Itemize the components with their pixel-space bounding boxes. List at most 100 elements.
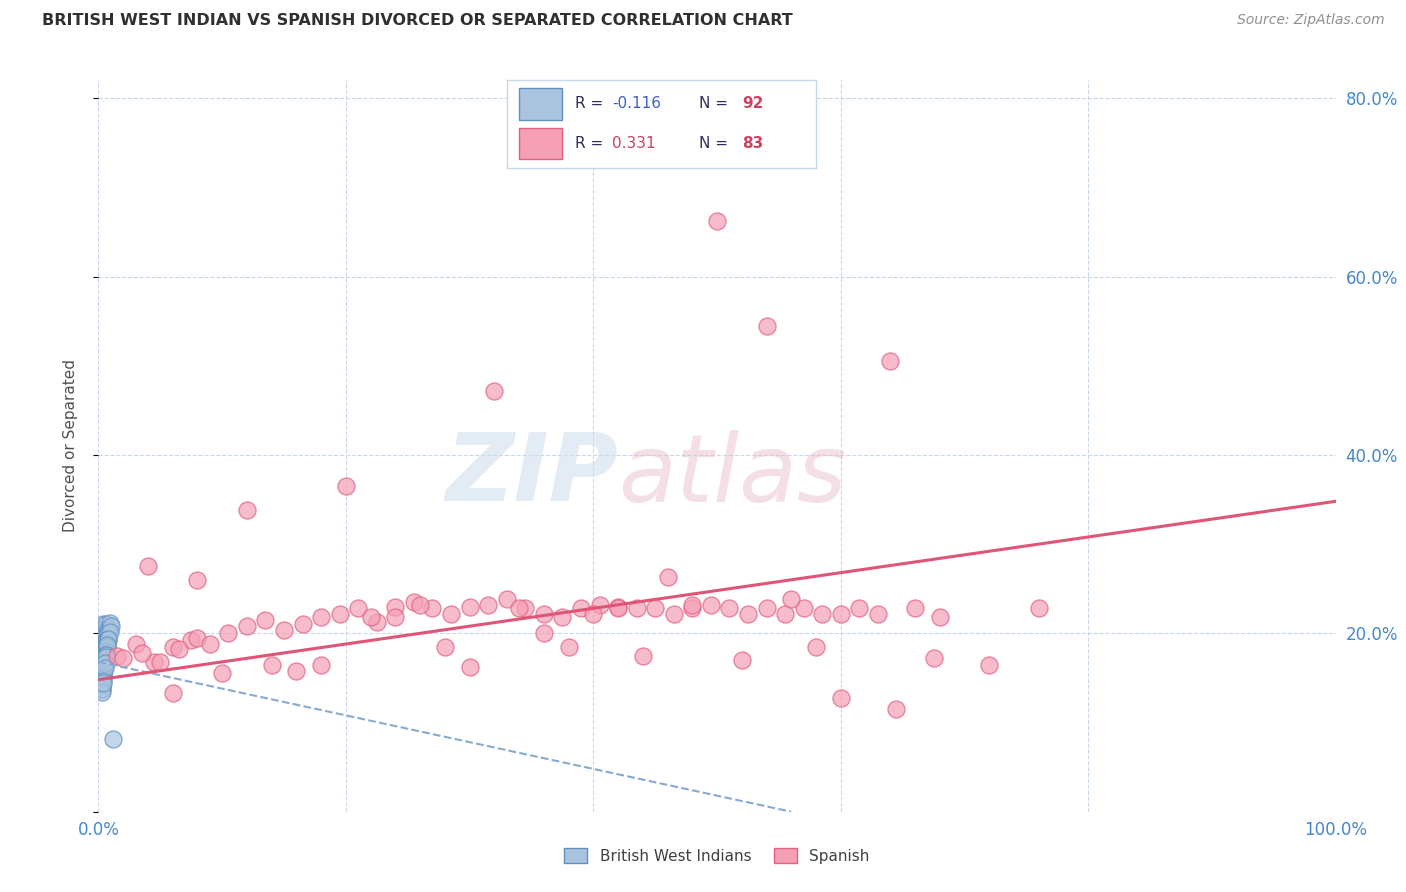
Point (440, 607, 463, 621)
Point (93, 637, 115, 651)
Point (91, 671, 114, 685)
Point (167, 642, 190, 657)
Point (93, 657, 115, 672)
Point (98, 624, 121, 639)
Point (93, 656, 115, 670)
Point (657, 570, 679, 584)
Point (93, 676, 115, 690)
Point (928, 610, 950, 624)
Point (105, 648, 128, 663)
Point (644, 601, 666, 615)
Point (731, 653, 754, 667)
Point (93, 642, 115, 657)
Point (91, 644, 114, 658)
Point (211, 666, 233, 681)
Point (93, 658, 115, 673)
Point (309, 610, 332, 624)
Point (93, 628, 115, 642)
Point (180, 633, 202, 648)
Point (91, 678, 114, 692)
Point (100, 619, 122, 633)
Point (879, 354, 901, 368)
Point (91, 674, 114, 689)
Point (93, 662, 115, 676)
Point (93, 655, 115, 669)
Point (347, 601, 370, 615)
Point (515, 601, 537, 615)
Point (236, 619, 259, 633)
Point (93, 656, 115, 670)
Point (91, 660, 114, 674)
Point (718, 601, 741, 615)
Text: ZIP: ZIP (446, 429, 619, 521)
Point (96, 631, 118, 645)
Point (662, 607, 685, 621)
Point (607, 599, 630, 614)
Point (217, 626, 239, 640)
Point (254, 613, 277, 627)
Text: N =: N = (699, 136, 733, 151)
Point (830, 607, 852, 621)
Point (91, 681, 114, 696)
Point (384, 610, 406, 624)
Point (124, 637, 146, 651)
Point (93, 646, 115, 660)
Point (551, 610, 574, 624)
Point (97, 622, 120, 636)
Bar (519, 128, 562, 160)
Point (291, 617, 314, 632)
Point (773, 607, 796, 621)
Point (94, 648, 117, 662)
Point (508, 601, 530, 615)
Point (700, 598, 723, 612)
Point (91, 676, 114, 690)
Point (91, 665, 114, 680)
Text: 0.331: 0.331 (612, 136, 655, 151)
Point (143, 655, 166, 669)
Point (93, 668, 115, 682)
Point (91, 667, 114, 681)
Point (904, 601, 927, 615)
Point (162, 640, 184, 654)
Point (93, 661, 115, 675)
Y-axis label: Divorced or Separated: Divorced or Separated (63, 359, 77, 533)
Point (91, 655, 114, 669)
Point (811, 607, 834, 621)
Point (94, 642, 117, 657)
Point (477, 598, 499, 612)
Point (131, 646, 153, 660)
Point (162, 686, 184, 700)
Point (588, 598, 610, 612)
Point (93, 651, 115, 665)
Point (422, 601, 444, 615)
Point (409, 598, 432, 612)
Point (94, 641, 117, 656)
Point (93, 641, 115, 656)
Point (149, 655, 172, 669)
Point (93, 653, 115, 667)
Point (91, 631, 114, 645)
Point (793, 601, 815, 615)
Point (94, 641, 117, 656)
Point (91, 648, 114, 663)
Point (93, 639, 115, 653)
Point (91, 676, 114, 690)
Bar (519, 88, 562, 120)
Point (848, 601, 870, 615)
Point (93, 617, 115, 632)
Point (93, 658, 115, 673)
Point (804, 640, 827, 654)
Point (91, 667, 114, 681)
Point (93, 648, 115, 662)
Point (93, 657, 115, 671)
Point (631, 648, 654, 663)
Point (93, 650, 115, 665)
Point (186, 631, 208, 645)
Point (91, 664, 114, 678)
Point (103, 731, 125, 746)
Point (93, 646, 115, 660)
Point (93, 660, 115, 674)
Point (96, 640, 118, 654)
Point (780, 592, 803, 607)
Point (1028, 601, 1050, 615)
